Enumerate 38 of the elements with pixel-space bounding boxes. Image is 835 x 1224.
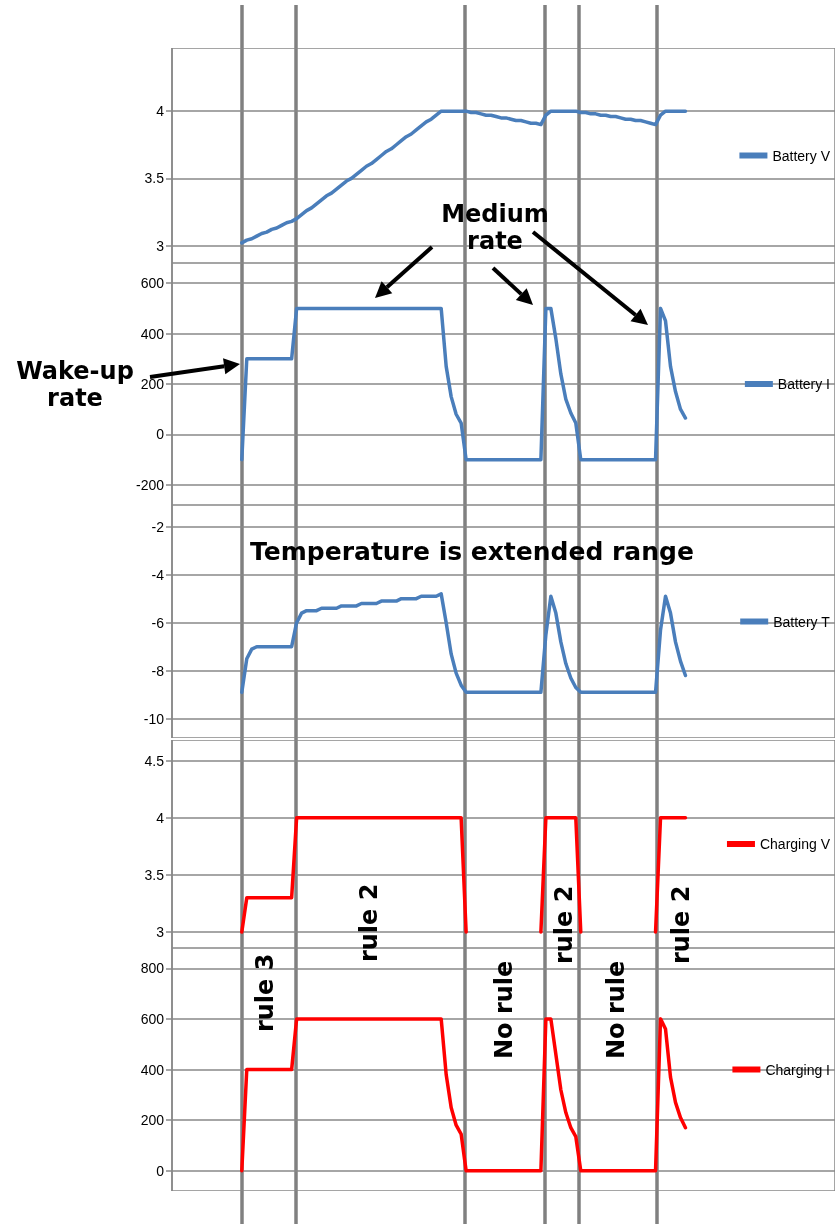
y-tick-label: 3.5	[144, 170, 165, 187]
annotation: rule 2	[667, 884, 696, 966]
y-tick-label: 0	[156, 426, 165, 443]
y-tick-label: 200	[140, 376, 165, 392]
y-tick-label: 4	[156, 809, 165, 826]
annotation: rule 3	[251, 952, 280, 1034]
legend-label: Battery T	[773, 613, 831, 630]
y-tick-label: -2	[151, 518, 165, 535]
y-tick-label: 4	[156, 103, 165, 120]
annotation: No rule	[602, 959, 631, 1061]
y-tick-label: 3	[156, 924, 165, 940]
y-tick-label: 600	[140, 1010, 165, 1027]
legend-label: Battery V	[772, 147, 831, 164]
y-tick-label: 400	[140, 1061, 165, 1078]
y-tick-label: 3	[156, 237, 165, 254]
y-tick-label: -10	[143, 710, 165, 727]
annotation: Medium rate	[440, 199, 550, 256]
y-tick-label: 800	[140, 960, 165, 977]
y-tick-label: -4	[151, 566, 165, 583]
legend-label: Charging V	[759, 836, 831, 852]
line-series	[240, 306, 688, 462]
legend-label: Charging I	[765, 1061, 830, 1078]
y-tick-label: 600	[140, 275, 165, 292]
y-tick-label: 200	[140, 1112, 165, 1129]
annotation: Temperature is extended range	[249, 536, 695, 567]
y-tick-label: 400	[140, 325, 165, 342]
annotation: rule 2	[355, 882, 384, 964]
y-tick-label: -200	[135, 476, 165, 493]
annotation: No rule	[490, 959, 519, 1061]
y-tick-label: 4.5	[144, 752, 165, 769]
y-tick-label: 0	[156, 1162, 165, 1179]
legend-label: Battery I	[777, 376, 831, 392]
text: Wake-up rate	[15, 356, 135, 413]
line-series	[240, 592, 688, 695]
annotation: rule 2	[550, 884, 579, 966]
y-tick-label: -8	[151, 662, 165, 679]
y-tick-label: -6	[151, 614, 165, 631]
y-tick-label: 3.5	[144, 866, 165, 883]
